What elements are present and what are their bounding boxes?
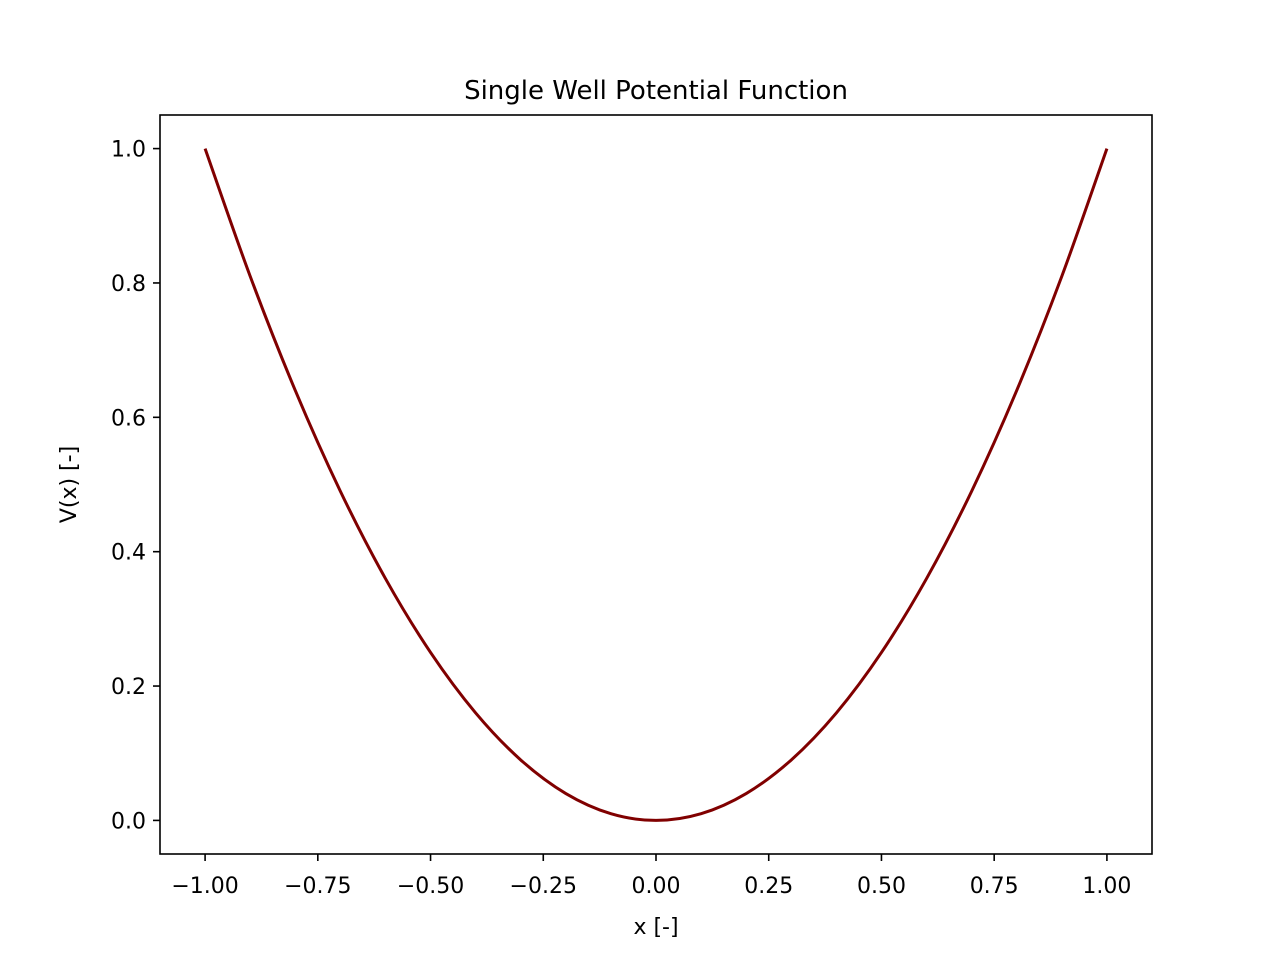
x-tick-label: −0.75 xyxy=(284,874,351,899)
x-tick-label: −0.25 xyxy=(510,874,577,899)
x-axis: −1.00 −0.75 −0.50 −0.25 0.00 0.25 0.50 0.75 1.00 xyxy=(171,854,1131,899)
y-tick-label: 0.8 xyxy=(111,272,146,297)
y-tick-label: 0.6 xyxy=(111,406,146,431)
series-line xyxy=(203,148,1109,822)
y-tick-label: 1.0 xyxy=(111,138,146,163)
x-tick-label: 0.50 xyxy=(857,874,906,899)
series-layer xyxy=(203,148,1109,822)
x-axis-label: x [-] xyxy=(633,915,678,940)
x-tick-label: 0.75 xyxy=(970,874,1019,899)
y-tick-label: 0.0 xyxy=(111,809,146,834)
chart-title: Single Well Potential Function xyxy=(464,76,848,106)
x-tick-label: 0.00 xyxy=(632,874,681,899)
x-tick-label: −0.50 xyxy=(397,874,464,899)
x-tick-label: 1.00 xyxy=(1082,874,1131,899)
y-axis-label: V(x) [-] xyxy=(57,446,82,523)
y-axis: 0.0 0.2 0.4 0.6 0.8 1.0 xyxy=(111,138,160,834)
y-tick-label: 0.4 xyxy=(111,541,146,566)
y-tick-label: 0.2 xyxy=(111,675,146,700)
x-tick-label: 0.25 xyxy=(744,874,793,899)
x-tick-label: −1.00 xyxy=(171,874,238,899)
